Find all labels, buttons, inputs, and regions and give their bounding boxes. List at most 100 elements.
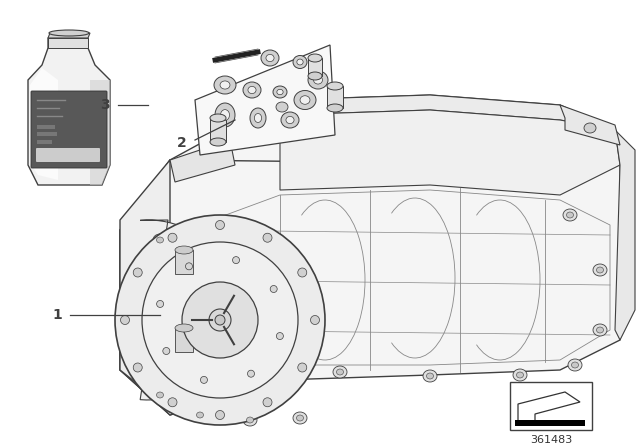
Polygon shape (120, 160, 620, 415)
Ellipse shape (157, 237, 163, 243)
Ellipse shape (243, 414, 257, 426)
Ellipse shape (153, 234, 167, 246)
Polygon shape (170, 95, 620, 240)
Ellipse shape (248, 86, 256, 94)
Ellipse shape (220, 81, 230, 89)
Ellipse shape (572, 362, 579, 368)
Ellipse shape (248, 370, 255, 377)
Ellipse shape (314, 76, 323, 84)
Ellipse shape (513, 369, 527, 381)
Ellipse shape (210, 114, 226, 122)
Ellipse shape (308, 72, 322, 80)
Ellipse shape (115, 215, 325, 425)
Ellipse shape (175, 324, 193, 332)
Polygon shape (560, 105, 620, 145)
Ellipse shape (277, 89, 283, 95)
Ellipse shape (593, 264, 607, 276)
Polygon shape (170, 140, 235, 182)
Ellipse shape (142, 242, 298, 398)
Polygon shape (48, 33, 90, 38)
Ellipse shape (263, 398, 272, 407)
Ellipse shape (182, 282, 258, 358)
Ellipse shape (221, 110, 230, 121)
Ellipse shape (286, 116, 294, 124)
Ellipse shape (296, 415, 303, 421)
Polygon shape (615, 130, 635, 340)
Polygon shape (280, 95, 615, 130)
Ellipse shape (175, 246, 193, 254)
Ellipse shape (566, 212, 573, 218)
Ellipse shape (157, 301, 164, 307)
Ellipse shape (298, 363, 307, 372)
Ellipse shape (148, 289, 162, 301)
Polygon shape (327, 86, 343, 108)
Bar (515, 420, 585, 426)
Text: 2: 2 (177, 136, 187, 150)
Polygon shape (175, 250, 193, 274)
Ellipse shape (232, 257, 239, 263)
Text: 361483: 361483 (530, 435, 572, 445)
FancyBboxPatch shape (36, 148, 100, 162)
Ellipse shape (300, 96, 310, 104)
Ellipse shape (327, 82, 343, 90)
Ellipse shape (152, 292, 159, 298)
Ellipse shape (281, 112, 299, 128)
Ellipse shape (310, 315, 319, 324)
Ellipse shape (133, 268, 142, 277)
Ellipse shape (120, 315, 129, 324)
FancyBboxPatch shape (31, 91, 107, 168)
Ellipse shape (152, 347, 159, 353)
Bar (37, 132, 57, 136)
Bar (37, 125, 55, 129)
Ellipse shape (568, 359, 582, 371)
Ellipse shape (273, 86, 287, 98)
Ellipse shape (168, 398, 177, 407)
Polygon shape (120, 160, 170, 410)
Ellipse shape (246, 417, 253, 423)
Ellipse shape (186, 263, 193, 270)
Ellipse shape (49, 30, 89, 36)
Ellipse shape (200, 376, 207, 383)
Ellipse shape (563, 209, 577, 221)
Ellipse shape (293, 412, 307, 424)
Ellipse shape (333, 366, 347, 378)
Ellipse shape (593, 324, 607, 336)
Polygon shape (308, 58, 322, 76)
Text: 1: 1 (52, 308, 62, 322)
Ellipse shape (308, 71, 328, 89)
Text: 3: 3 (100, 98, 110, 112)
Ellipse shape (255, 113, 262, 122)
Ellipse shape (216, 220, 225, 229)
Ellipse shape (148, 344, 162, 356)
Ellipse shape (276, 102, 288, 112)
Ellipse shape (337, 369, 344, 375)
Ellipse shape (210, 138, 226, 146)
Polygon shape (120, 160, 280, 415)
Bar (510, 382, 592, 430)
Ellipse shape (261, 50, 279, 66)
Bar (37, 140, 52, 144)
Ellipse shape (250, 108, 266, 128)
Ellipse shape (133, 363, 142, 372)
Ellipse shape (293, 56, 307, 69)
Polygon shape (90, 80, 110, 185)
Polygon shape (195, 45, 335, 155)
Polygon shape (175, 328, 193, 352)
Ellipse shape (596, 267, 604, 273)
Ellipse shape (157, 392, 163, 398)
Ellipse shape (276, 332, 284, 340)
Polygon shape (30, 68, 58, 180)
Ellipse shape (266, 54, 274, 62)
Ellipse shape (196, 412, 204, 418)
Ellipse shape (193, 409, 207, 421)
Polygon shape (280, 110, 620, 195)
Ellipse shape (298, 268, 307, 277)
Ellipse shape (243, 82, 261, 98)
Polygon shape (28, 38, 110, 185)
Ellipse shape (163, 348, 170, 354)
Ellipse shape (308, 54, 322, 62)
Ellipse shape (297, 59, 303, 65)
Ellipse shape (327, 104, 343, 112)
Ellipse shape (426, 373, 433, 379)
Polygon shape (260, 95, 305, 118)
